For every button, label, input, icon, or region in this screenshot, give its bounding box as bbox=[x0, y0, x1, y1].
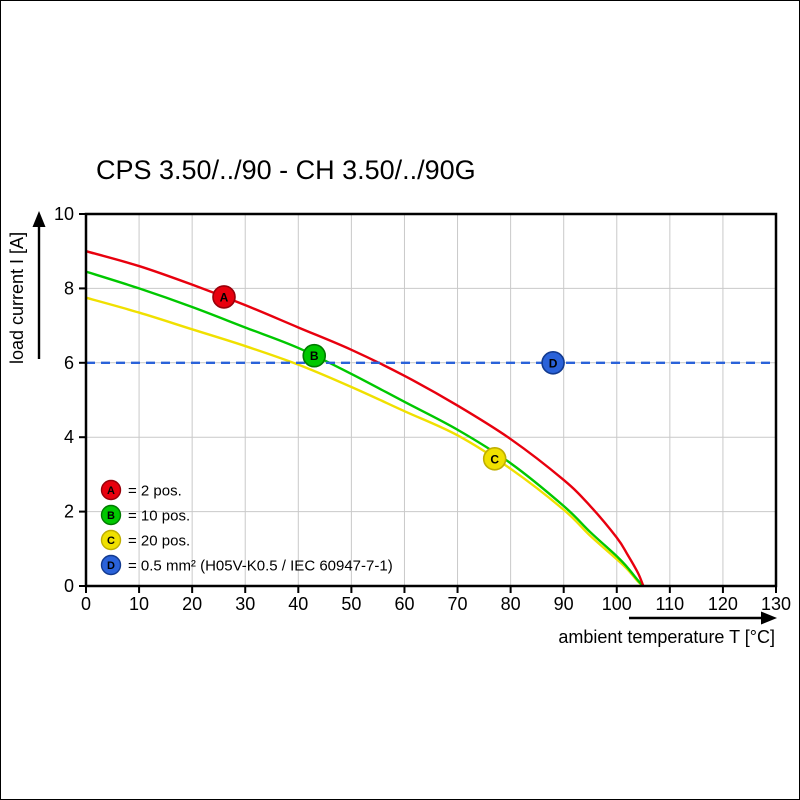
legend-marker-A bbox=[100, 479, 122, 501]
x-tick-label: 120 bbox=[708, 594, 738, 614]
y-tick-label: 2 bbox=[64, 502, 74, 522]
marker-letter-A: A bbox=[220, 290, 229, 304]
legend-item-C: C = 20 pos. bbox=[100, 529, 190, 551]
x-tick-label: 40 bbox=[288, 594, 308, 614]
marker-D: D bbox=[541, 350, 565, 375]
y-tick-label: 10 bbox=[54, 204, 74, 224]
marker-B: B bbox=[302, 343, 327, 368]
x-axis-arrow-head bbox=[761, 611, 777, 625]
legend-item-D: D = 0.5 mm² (H05V-K0.5 / IEC 60947-7-1) bbox=[100, 554, 393, 576]
legend-label-A: = 2 pos. bbox=[128, 483, 182, 500]
x-tick-label: 10 bbox=[129, 594, 149, 614]
legend-letter-B: B bbox=[107, 510, 115, 522]
x-tick-label: 130 bbox=[761, 594, 791, 614]
marker-letter-C: C bbox=[490, 452, 499, 466]
marker-circle-B bbox=[302, 343, 327, 368]
legend-label-C: = 20 pos. bbox=[128, 533, 190, 550]
legend-item-B: B = 10 pos. bbox=[100, 504, 190, 526]
x-tick-label: 30 bbox=[235, 594, 255, 614]
grid bbox=[86, 214, 776, 586]
legend-letter-C: C bbox=[107, 535, 115, 547]
x-tick-label: 110 bbox=[655, 594, 684, 614]
marker-circle-D bbox=[541, 350, 565, 375]
curve-C bbox=[86, 296, 645, 586]
x-tick-label: 20 bbox=[182, 594, 202, 614]
legend-label-D: = 0.5 mm² (H05V-K0.5 / IEC 60947-7-1) bbox=[128, 558, 393, 575]
marker-circle-C bbox=[482, 446, 507, 471]
legend-marker-C bbox=[100, 529, 122, 551]
axis-ticks-and-labels: 0 10 20 30 40 50 60 70 80 90 100 110 120 130 0 2 4 6 8 10 bbox=[54, 204, 791, 614]
legend-label-B: = 10 pos. bbox=[128, 508, 190, 525]
marker-C: C bbox=[482, 446, 507, 471]
x-tick-label: 100 bbox=[602, 594, 632, 614]
curve-A bbox=[86, 250, 645, 586]
y-axis-label: load current I [A] bbox=[7, 231, 27, 364]
marker-letter-B: B bbox=[310, 349, 319, 363]
x-tick-label: 60 bbox=[394, 594, 414, 614]
legend-item-A: A = 2 pos. bbox=[100, 479, 182, 501]
legend-letter-A: A bbox=[107, 485, 115, 497]
legend-letter-D: D bbox=[107, 560, 115, 572]
x-tick-label: 90 bbox=[554, 594, 574, 614]
marker-A: A bbox=[212, 285, 236, 309]
legend-marker-D bbox=[100, 554, 122, 576]
legend: A = 2 pos. B = 10 pos. C = 20 pos. D = 0.5 mm² … bbox=[100, 479, 393, 576]
x-axis-label: ambient temperature T [°C] bbox=[558, 627, 775, 647]
x-tick-label: 70 bbox=[448, 594, 468, 614]
x-tick-label: 50 bbox=[341, 594, 361, 614]
y-axis-arrow-head bbox=[32, 211, 46, 227]
x-tick-label: 0 bbox=[81, 594, 91, 614]
chart-title: CPS 3.50/../90 - CH 3.50/../90G bbox=[96, 155, 476, 185]
y-tick-label: 0 bbox=[64, 576, 74, 596]
curve-B bbox=[86, 270, 645, 586]
legend-marker-B bbox=[100, 504, 122, 526]
y-tick-label: 4 bbox=[64, 427, 74, 447]
marker-circle-A bbox=[212, 285, 236, 309]
y-tick-label: 8 bbox=[64, 278, 74, 298]
plot-frame bbox=[84, 212, 778, 588]
x-tick-label: 80 bbox=[501, 594, 521, 614]
y-tick-label: 6 bbox=[64, 353, 74, 373]
marker-letter-D: D bbox=[549, 356, 558, 370]
